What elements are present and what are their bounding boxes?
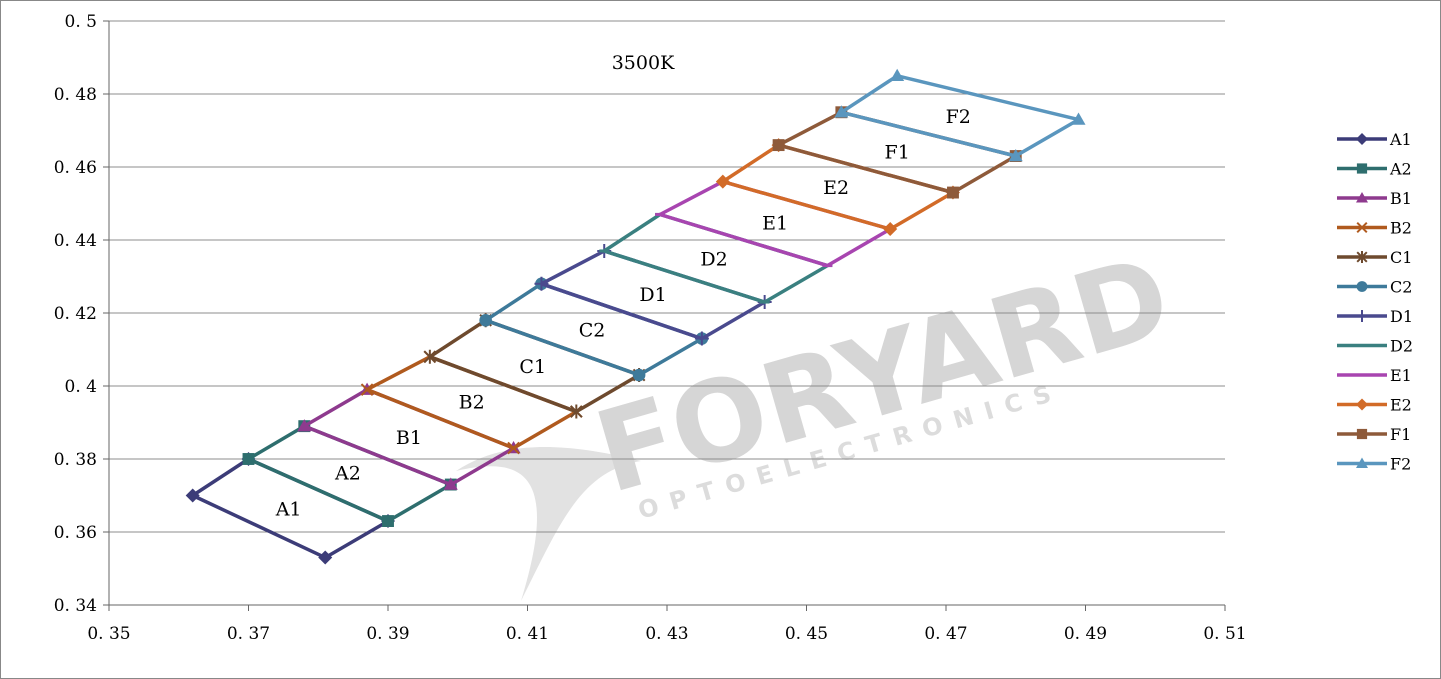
x-tick-label: 0. 41 xyxy=(506,624,549,644)
data-point-e2 xyxy=(715,174,730,189)
data-point-f1 xyxy=(947,186,959,199)
legend-item-f2: F2 xyxy=(1337,455,1411,474)
legend-label: E1 xyxy=(1390,366,1412,385)
data-point-c1 xyxy=(423,349,437,364)
legend-label: B2 xyxy=(1390,219,1412,238)
legend-item-e1: E1 xyxy=(1337,366,1412,385)
bin-label-d2: D2 xyxy=(700,248,727,270)
x-tick-label: 0. 51 xyxy=(1203,624,1246,644)
y-tick-label: 0. 5 xyxy=(65,12,97,32)
bin-label-e1: E1 xyxy=(762,213,788,235)
legend-label: C1 xyxy=(1390,248,1412,267)
series-f2 xyxy=(834,68,1086,162)
bin-label-f2: F2 xyxy=(946,106,971,128)
legend-marker xyxy=(1356,192,1368,203)
data-point-f2 xyxy=(1008,149,1023,162)
legend-label: B1 xyxy=(1390,189,1412,208)
bin-label-c2: C2 xyxy=(579,319,606,341)
legend-marker xyxy=(1356,133,1368,145)
x-tick-label: 0. 35 xyxy=(87,624,130,644)
bin-label-e2: E2 xyxy=(823,177,849,199)
legend-item-d1: D1 xyxy=(1337,307,1413,326)
legend-item-c1: C1 xyxy=(1337,248,1412,267)
chart-title: 3500K xyxy=(612,52,675,74)
legend-marker xyxy=(1356,428,1368,440)
data-point-a2 xyxy=(382,515,394,527)
legend-item-a1: A1 xyxy=(1337,130,1412,149)
y-tick-label: 0. 38 xyxy=(54,450,97,470)
x-tick-label: 0. 39 xyxy=(366,624,409,644)
gridlines xyxy=(109,20,1225,533)
legend-item-b1: B1 xyxy=(1337,189,1412,208)
bin-label-b1: B1 xyxy=(396,427,422,449)
data-point-b2 xyxy=(360,383,374,396)
legend-marker xyxy=(1356,221,1368,234)
legend-item-c2: C2 xyxy=(1337,278,1412,297)
legend-marker xyxy=(1356,398,1368,411)
legend-marker xyxy=(1356,457,1368,468)
legend-label: F2 xyxy=(1390,455,1411,474)
legend-item-f1: F1 xyxy=(1337,425,1411,444)
legend-item-b2: B2 xyxy=(1337,219,1412,238)
bin-label-b2: B2 xyxy=(459,392,485,414)
bin-label-d1: D1 xyxy=(639,284,666,306)
y-tick-label: 0. 36 xyxy=(54,523,97,543)
data-point-d1 xyxy=(534,276,549,291)
legend-label: F1 xyxy=(1390,425,1411,444)
legend-marker xyxy=(1356,281,1368,292)
data-point-f2 xyxy=(1071,112,1086,125)
legend-item-e2: E2 xyxy=(1337,396,1412,415)
legend-label: D1 xyxy=(1390,307,1413,326)
data-point-a2 xyxy=(242,453,255,465)
legend-marker xyxy=(1356,310,1368,322)
data-point-f2 xyxy=(890,68,905,81)
data-point-f1 xyxy=(772,139,785,152)
data-point-f2 xyxy=(834,105,849,118)
legend-label: D2 xyxy=(1390,337,1413,356)
legend: A1 A2 B1 B2 C1 C2 D1 D2 E1 E2 F1 F2 xyxy=(1337,130,1413,474)
data-point-b1 xyxy=(443,477,458,490)
legend-label: C2 xyxy=(1390,278,1412,297)
data-point-a1 xyxy=(318,550,333,565)
y-tick-label: 0. 34 xyxy=(54,596,97,616)
data-point-b2 xyxy=(507,441,520,455)
data-point-d1 xyxy=(694,331,709,346)
y-tick-label: 0. 48 xyxy=(54,85,97,105)
legend-label: E2 xyxy=(1390,396,1412,415)
watermark-brand: FORYARD xyxy=(583,232,1184,519)
legend-marker xyxy=(1356,163,1368,174)
y-tick-label: 0. 4 xyxy=(65,377,97,397)
y-tick-label: 0. 44 xyxy=(54,231,97,251)
legend-item-a2: A2 xyxy=(1337,160,1412,179)
x-tick-label: 0. 47 xyxy=(924,624,967,644)
x-tick-label: 0. 37 xyxy=(227,624,270,644)
watermark-swoosh xyxy=(456,447,641,601)
series-group xyxy=(185,68,1086,565)
x-tick-label: 0. 43 xyxy=(645,624,688,644)
data-point-c1 xyxy=(570,404,583,419)
y-tick-label: 0. 46 xyxy=(54,158,97,178)
axes: 0. 34 0. 36 0. 38 0. 4 0. 42 0. 44 0. 46 0. 48 0… xyxy=(54,12,1247,644)
x-tick-label: 0. 45 xyxy=(785,624,828,644)
legend-item-d2: D2 xyxy=(1337,337,1413,356)
bin-label-a1: A1 xyxy=(275,498,302,520)
data-point-a1 xyxy=(185,488,200,503)
x-tick-label: 0. 49 xyxy=(1064,624,1107,644)
data-point-c2 xyxy=(479,314,492,327)
legend-label: A2 xyxy=(1389,160,1412,179)
data-point-e2 xyxy=(883,222,898,237)
data-point-b1 xyxy=(297,419,312,432)
legend-label: A1 xyxy=(1389,130,1412,149)
legend-marker xyxy=(1356,251,1368,263)
bin-label-c1: C1 xyxy=(519,356,546,378)
y-tick-label: 0. 42 xyxy=(54,304,97,324)
bin-label-a2: A2 xyxy=(334,463,361,485)
bin-label-f1: F1 xyxy=(885,141,910,163)
bin-labels: A1 A2 B1 B2 C1 C2 D1 D2 E1 E2 F1 F2 xyxy=(275,106,971,520)
data-point-c2 xyxy=(632,368,646,382)
